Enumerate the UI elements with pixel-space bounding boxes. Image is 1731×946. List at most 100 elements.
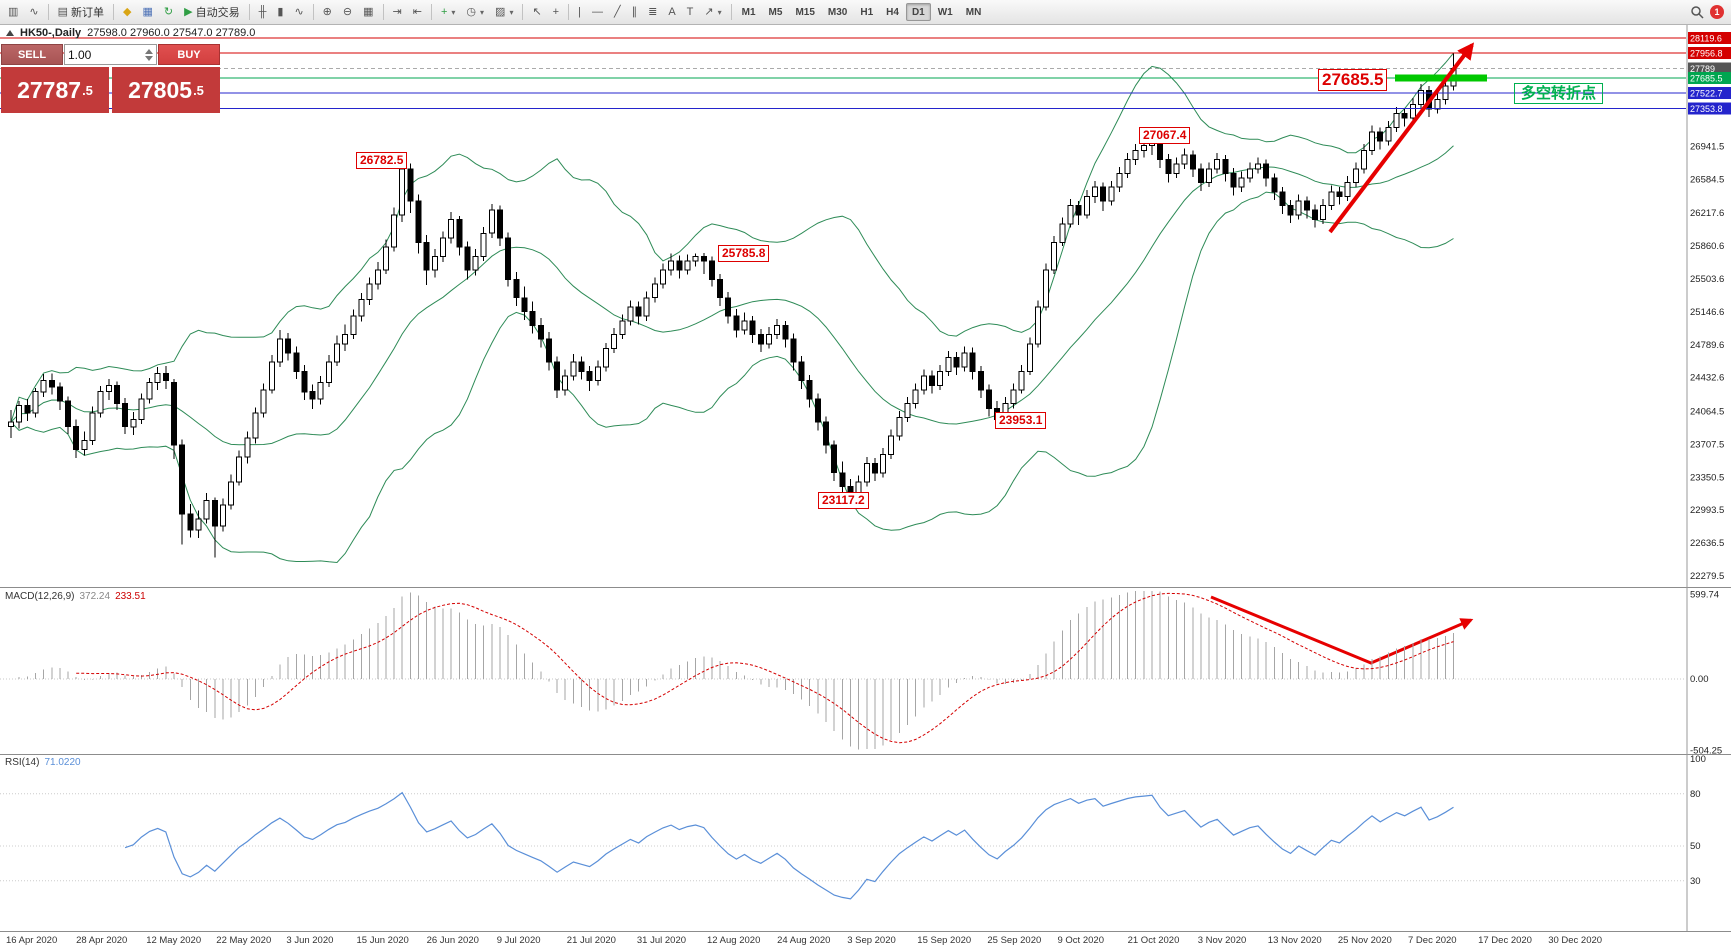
line-chart-type-button[interactable]: ∿ (289, 2, 308, 22)
bar-chart-type-button[interactable]: ╫ (254, 2, 272, 22)
main-toolbar: ▥ ∿ ▤ 新订单 ◆ ▦ ↻ ▶ 自动交易 ╫ ▮ ∿ ⊕ ⊖ ▦ ⇥ ⇤ + ▾ ◷ ▾ ▨ ▾ ↖ + | — ╱ ∥ ≣ A T ↗ ▾ M… (0, 0, 1731, 25)
svg-text:12 May 2020: 12 May 2020 (146, 935, 201, 946)
periods-icon: ◷ (466, 5, 477, 18)
svg-text:3 Sep 2020: 3 Sep 2020 (847, 935, 896, 946)
svg-text:25860.6: 25860.6 (1690, 241, 1724, 252)
timeframe-m30-button[interactable]: M30 (822, 3, 853, 21)
indicators-button[interactable]: + ▾ (436, 2, 460, 22)
new-order-button[interactable]: ▤ 新订单 (53, 2, 109, 22)
periods-button[interactable]: ◷ ▾ (461, 2, 489, 22)
text-button[interactable]: A (663, 2, 680, 22)
arrows-tool-dropdown-icon[interactable]: ▾ (717, 7, 722, 17)
bollinger-middle-band (10, 145, 1454, 446)
svg-text:27789: 27789 (1690, 64, 1715, 74)
trendline-button[interactable]: ╱ (609, 2, 626, 22)
svg-text:24 Aug 2020: 24 Aug 2020 (777, 935, 830, 946)
svg-text:22993.5: 22993.5 (1690, 505, 1724, 516)
bar-chart-type-icon: ╫ (258, 5, 267, 18)
lot-increase-button[interactable] (145, 48, 153, 54)
sell-price-box[interactable]: 27787.5 (1, 67, 109, 113)
svg-text:21 Oct 2020: 21 Oct 2020 (1128, 935, 1180, 946)
price-callout[interactable]: 25785.8 (718, 245, 770, 262)
svg-text:100: 100 (1690, 754, 1706, 765)
search-icon[interactable] (1690, 5, 1704, 19)
arrows-tool-button[interactable]: ↗ ▾ (699, 2, 726, 22)
macd-histogram (18, 591, 1454, 750)
trend-arrow-main[interactable] (1328, 42, 1475, 234)
tick-chart-button[interactable]: ∿ (24, 2, 43, 22)
svg-text:28 Apr 2020: 28 Apr 2020 (76, 935, 127, 946)
notification-badge[interactable]: 1 (1710, 5, 1724, 19)
timeframe-m1-button[interactable]: M1 (736, 3, 762, 21)
svg-text:13 Nov 2020: 13 Nov 2020 (1268, 935, 1322, 946)
timeframe-m5-button[interactable]: M5 (763, 3, 789, 21)
buy-price-box[interactable]: 27805.5 (112, 67, 220, 113)
buy-button[interactable]: BUY (158, 44, 220, 65)
vertical-line-button[interactable]: | (573, 2, 586, 22)
support-highlight-bar[interactable] (1395, 74, 1487, 82)
zoom-in-button[interactable]: ⊕ (318, 2, 337, 22)
timeframe-d1-button[interactable]: D1 (905, 3, 931, 21)
cursor-button[interactable]: ↖ (527, 2, 546, 22)
chart-shift-icon: ⇤ (412, 5, 422, 18)
timeframe-mn-button[interactable]: MN (960, 3, 988, 21)
svg-text:25503.6: 25503.6 (1690, 274, 1724, 285)
text-label-button[interactable]: T (682, 2, 699, 22)
price-callout[interactable]: 26782.5 (356, 152, 408, 169)
lot-size-input[interactable]: 1.00 (64, 44, 157, 65)
charts-button[interactable]: ▥ (3, 2, 23, 22)
crosshair-button[interactable]: + (548, 2, 564, 22)
fibonacci-button[interactable]: ≣ (643, 2, 662, 22)
equidistant-channel-button[interactable]: ∥ (627, 2, 643, 22)
candlestick-chart-type-button[interactable]: ▮ (272, 2, 288, 22)
toolbar-separator (248, 4, 250, 20)
lot-decrease-button[interactable] (145, 55, 153, 61)
templates-dropdown-icon[interactable]: ▾ (509, 7, 514, 17)
auto-scroll-button[interactable]: ⇥ (388, 2, 407, 22)
zoom-out-button[interactable]: ⊖ (338, 2, 357, 22)
svg-text:25146.6: 25146.6 (1690, 307, 1724, 318)
metaeditor-button[interactable]: ◆ (118, 2, 136, 22)
timeframe-w1-button[interactable]: W1 (932, 3, 959, 21)
templates-button[interactable]: ▨ ▾ (490, 2, 518, 22)
sell-button[interactable]: SELL (1, 44, 63, 65)
svg-text:24064.5: 24064.5 (1690, 407, 1724, 418)
horizontal-line-button[interactable]: — (587, 2, 608, 22)
price-callout[interactable]: 23117.2 (818, 492, 869, 509)
strategy-tester-button[interactable]: ↻ (159, 2, 178, 22)
auto-scroll-icon: ⇥ (392, 5, 402, 18)
timeframe-h1-button[interactable]: H1 (854, 3, 879, 21)
svg-text:26217.6: 26217.6 (1690, 208, 1724, 219)
autotrading-button[interactable]: ▶ 自动交易 (179, 2, 244, 22)
bull-bear-turning-point-note[interactable]: 多空转折点 (1514, 83, 1604, 104)
timeframe-h4-button[interactable]: H4 (880, 3, 905, 21)
trend-arrow-macd[interactable] (1210, 595, 1474, 665)
macd-signal-line (76, 592, 1454, 744)
svg-text:25 Sep 2020: 25 Sep 2020 (987, 935, 1041, 946)
svg-text:30: 30 (1690, 876, 1701, 887)
indicators-dropdown-icon[interactable]: ▾ (451, 7, 456, 17)
svg-text:22279.5: 22279.5 (1690, 571, 1724, 582)
horizontal-line-icon: — (591, 5, 603, 18)
svg-text:27522.7: 27522.7 (1690, 89, 1723, 99)
toolbar-separator (312, 4, 314, 20)
svg-text:15 Sep 2020: 15 Sep 2020 (917, 935, 971, 946)
price-callout[interactable]: 27685.5 (1318, 69, 1388, 91)
collapse-trade-panel-icon[interactable] (6, 30, 14, 36)
toolbar-separator (113, 4, 115, 20)
terminal-button[interactable]: ▦ (138, 2, 158, 22)
price-callout[interactable]: 27067.4 (1139, 127, 1191, 144)
periods-dropdown-icon[interactable]: ▾ (480, 7, 485, 17)
indicators-icon: + (440, 5, 448, 18)
svg-text:15 Jun 2020: 15 Jun 2020 (357, 935, 409, 946)
terminal-icon: ▦ (142, 5, 153, 18)
timeframe-m15-button[interactable]: M15 (789, 3, 820, 21)
text-label-icon: T (686, 5, 694, 18)
svg-text:23350.5: 23350.5 (1690, 472, 1724, 483)
sell-price-fraction: .5 (82, 82, 93, 98)
price-callout[interactable]: 23953.1 (995, 412, 1047, 429)
tile-windows-button[interactable]: ▦ (358, 2, 378, 22)
chart-shift-button[interactable]: ⇤ (408, 2, 427, 22)
one-click-trading-panel: SELL 1.00 BUY 27787.5 27805.5 (1, 44, 220, 113)
